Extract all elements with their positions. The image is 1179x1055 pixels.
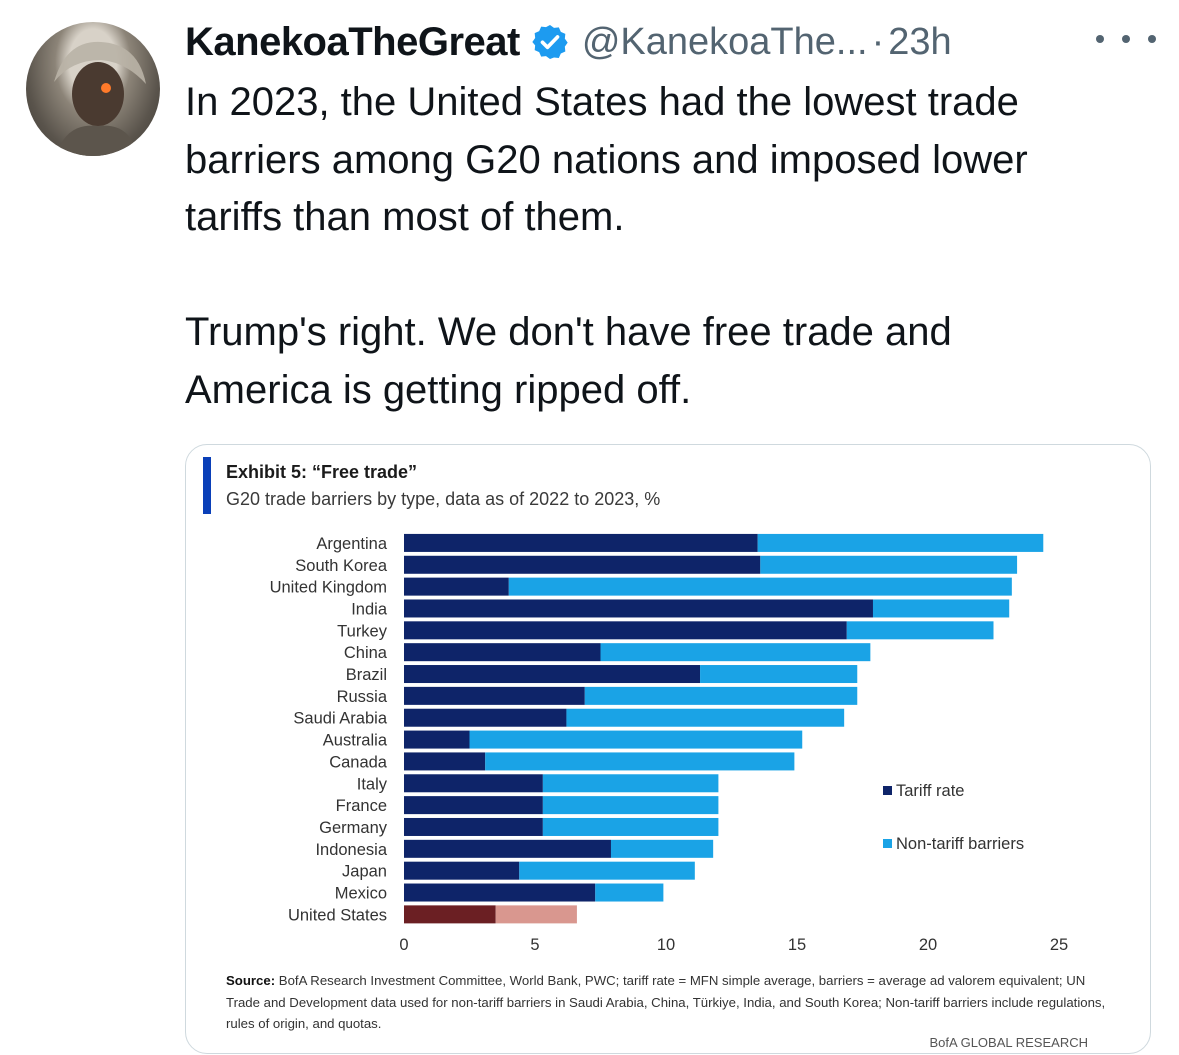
non-tariff-bar	[469, 730, 803, 749]
category-label: Germany	[319, 819, 388, 837]
non-tariff-bar	[542, 817, 719, 836]
tweet-header: KanekoaTheGreat @KanekoaThe... · 23h	[185, 16, 952, 68]
tariff-bar	[404, 861, 520, 880]
tweet-line: barriers among G20 nations and imposed l…	[185, 137, 1028, 182]
x-tick-label: 15	[788, 936, 806, 954]
tariff-bar	[404, 796, 543, 815]
tariff-bar	[404, 730, 470, 749]
exhibit-subtitle: G20 trade barriers by type, data as of 2…	[226, 489, 661, 509]
author-handle[interactable]: @KanekoaThe...	[581, 20, 868, 63]
category-label: Italy	[357, 775, 388, 793]
category-label: Argentina	[316, 535, 387, 553]
non-tariff-bar	[485, 752, 795, 771]
verified-badge-icon	[532, 25, 568, 59]
category-label: Saudi Arabia	[293, 710, 387, 728]
tariff-bar	[404, 555, 761, 574]
x-tick-label: 20	[919, 936, 937, 954]
category-label: South Korea	[295, 557, 388, 575]
non-tariff-bar	[600, 643, 871, 662]
non-tariff-bar	[595, 883, 664, 902]
non-tariff-bar	[610, 839, 714, 858]
x-tick-label: 25	[1050, 936, 1068, 954]
tariff-bar	[404, 665, 701, 684]
category-label: Mexico	[335, 885, 387, 903]
category-label: Turkey	[337, 622, 388, 640]
tariff-bar	[404, 883, 596, 902]
x-tick-label: 5	[530, 936, 539, 954]
tariff-bar	[404, 599, 873, 618]
category-label: United Kingdom	[270, 579, 387, 597]
non-tariff-bar	[542, 774, 719, 793]
category-label: India	[351, 600, 388, 618]
category-label: Indonesia	[315, 841, 387, 859]
tweet-line: In 2023, the United States had the lowes…	[185, 80, 1019, 124]
category-label: Japan	[342, 863, 387, 881]
source-text: BofA Research Investment Committee, Worl…	[226, 973, 1106, 1031]
source-note: Source: BofA Research Investment Committ…	[226, 970, 1106, 1035]
category-label: United States	[288, 906, 387, 924]
tariff-bar	[404, 708, 567, 727]
tariff-bar	[404, 621, 847, 640]
non-tariff-bar	[542, 796, 719, 815]
x-tick-label: 0	[399, 936, 408, 954]
category-label: Canada	[329, 753, 388, 771]
source-label: Source:	[226, 973, 276, 988]
non-tariff-bar	[519, 861, 695, 880]
legend-label: Tariff rate	[896, 782, 964, 800]
non-tariff-bar	[508, 577, 1012, 596]
bar-chart: Argentina South Korea United Kingdom India T…	[270, 533, 1068, 954]
tweet-line: tariffs than most of them.	[185, 195, 625, 239]
category-label: Brazil	[346, 666, 387, 684]
media-card[interactable]: Exhibit 5: “Free trade” G20 trade barrie…	[185, 444, 1151, 1054]
more-options-icon[interactable]	[1096, 24, 1156, 54]
tariff-bar	[404, 643, 601, 662]
author-name[interactable]: KanekoaTheGreat	[185, 19, 520, 64]
non-tariff-bar	[872, 599, 1010, 618]
exhibit-accent-bar	[203, 457, 211, 514]
tweet-timestamp[interactable]: 23h	[888, 20, 952, 63]
legend-swatch	[883, 839, 892, 848]
non-tariff-bar	[495, 905, 577, 924]
tweet-line: America is getting ripped off.	[185, 367, 692, 412]
exhibit-title: Exhibit 5: “Free trade”	[226, 462, 418, 482]
brand-label: BofA GLOBAL RESEARCH	[929, 1035, 1088, 1050]
non-tariff-bar	[757, 533, 1044, 552]
legend-swatch	[883, 786, 892, 795]
tariff-bar	[404, 752, 486, 771]
avatar[interactable]	[26, 22, 160, 156]
non-tariff-bar	[566, 708, 845, 727]
paragraph-gap	[185, 247, 1165, 305]
tariff-bar	[404, 774, 543, 793]
legend-label: Non-tariff barriers	[896, 835, 1024, 853]
category-label: Australia	[323, 732, 388, 750]
non-tariff-bar	[846, 621, 994, 640]
tariff-bar	[404, 577, 509, 596]
category-label: China	[344, 644, 388, 662]
tariff-bar	[404, 905, 496, 924]
category-label: Russia	[337, 688, 388, 706]
tweet-text: In 2023, the United States had the lowes…	[185, 74, 1165, 419]
more-dot	[1148, 35, 1156, 43]
x-tick-label: 10	[657, 936, 675, 954]
non-tariff-bar	[760, 555, 1018, 574]
non-tariff-bar	[584, 686, 858, 705]
tariff-bar	[404, 817, 543, 836]
tweet-line: Trump's right. We don't have free trade …	[185, 310, 952, 354]
tariff-bar	[404, 839, 611, 858]
category-label: France	[336, 797, 387, 815]
more-dot	[1096, 35, 1104, 43]
tariff-bar	[404, 686, 585, 705]
tariff-bar	[404, 533, 758, 552]
separator-dot: ·	[871, 20, 885, 63]
non-tariff-bar	[700, 665, 858, 684]
more-dot	[1122, 35, 1130, 43]
